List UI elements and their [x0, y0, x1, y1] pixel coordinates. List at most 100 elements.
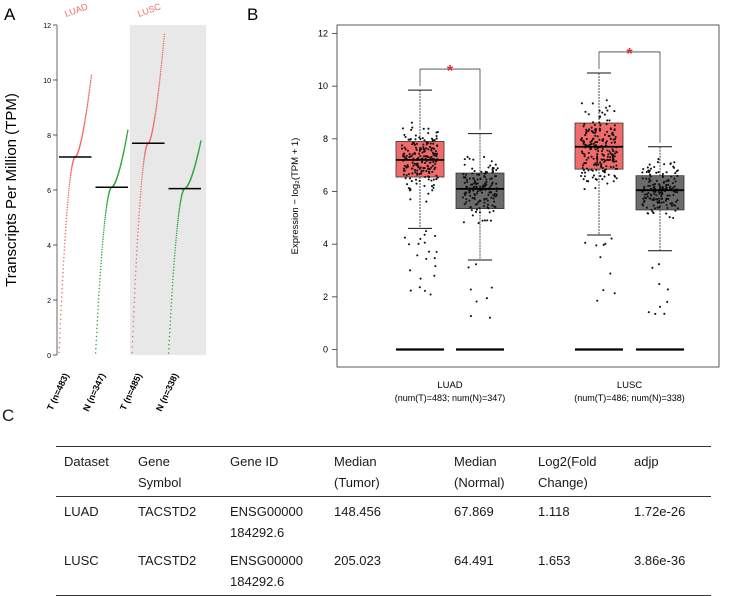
- data-point: [133, 310, 135, 313]
- data-point: [583, 188, 586, 191]
- data-point: [607, 153, 610, 156]
- significance-star-lusc: *: [626, 46, 633, 63]
- data-point: [432, 142, 435, 145]
- data-point: [169, 327, 171, 330]
- data-point: [654, 190, 657, 193]
- data-point: [406, 149, 410, 152]
- data-point: [105, 211, 107, 213]
- data-point: [493, 205, 496, 208]
- data-point: [594, 141, 597, 144]
- data-point: [168, 347, 170, 350]
- data-point: [141, 169, 144, 172]
- data-point: [170, 298, 173, 300]
- column-header-line: adjp: [634, 454, 659, 469]
- cell-line: TACSTD2: [138, 553, 197, 568]
- data-point: [143, 154, 146, 156]
- data-point: [153, 117, 156, 120]
- data-point: [675, 200, 678, 203]
- data-point: [649, 167, 652, 170]
- data-point: [415, 182, 418, 185]
- data-point: [488, 316, 492, 319]
- data-point: [489, 164, 492, 167]
- data-point: [161, 51, 164, 54]
- data-point: [670, 175, 673, 178]
- data-point: [651, 198, 654, 201]
- data-point: [657, 190, 660, 194]
- data-point: [478, 173, 481, 176]
- data-point: [141, 176, 143, 178]
- data-point: [171, 281, 174, 284]
- data-point: [99, 277, 101, 280]
- data-point: [417, 156, 420, 159]
- data-point: [67, 201, 69, 204]
- data-point: [462, 173, 465, 176]
- data-point: [465, 185, 469, 188]
- data-point: [423, 233, 426, 236]
- data-point: [159, 70, 162, 73]
- data-point: [596, 299, 599, 302]
- data-point: [88, 91, 90, 93]
- data-point: [421, 137, 424, 140]
- data-point: [592, 137, 595, 140]
- data-point: [427, 170, 431, 173]
- data-point: [422, 127, 425, 130]
- data-point: [435, 250, 438, 253]
- data-point: [106, 200, 109, 203]
- data-point: [605, 165, 608, 168]
- data-point: [408, 177, 412, 180]
- data-point: [86, 103, 89, 106]
- data-point: [594, 187, 597, 190]
- data-point: [585, 158, 588, 161]
- data-point: [61, 279, 64, 282]
- x-group-label-lusc: LUSC: [617, 380, 642, 391]
- data-point: [161, 53, 164, 56]
- data-point: [100, 254, 103, 256]
- data-point: [405, 174, 408, 177]
- data-point: [412, 142, 415, 145]
- data-point: [582, 169, 585, 172]
- data-point: [462, 221, 465, 224]
- data-point: [647, 311, 650, 314]
- data-point: [648, 163, 651, 166]
- data-point: [107, 197, 109, 199]
- data-point: [601, 139, 604, 142]
- data-point: [485, 180, 488, 183]
- data-point: [474, 210, 478, 213]
- data-point: [158, 84, 160, 86]
- data-point: [580, 150, 584, 153]
- data-point: [171, 285, 174, 287]
- data-point: [587, 156, 590, 159]
- group-label-luad: LUAD: [63, 1, 89, 19]
- data-point: [430, 149, 433, 152]
- data-point: [641, 190, 644, 193]
- data-point: [152, 125, 155, 127]
- data-point: [427, 165, 430, 168]
- data-point: [606, 109, 609, 112]
- box-lusc-t: [574, 72, 624, 351]
- data-point: [609, 272, 612, 275]
- data-point: [584, 110, 587, 113]
- data-point: [88, 89, 91, 92]
- data-point: [614, 138, 617, 141]
- data-point: [414, 171, 417, 174]
- data-point: [588, 128, 591, 131]
- data-point: [170, 309, 172, 311]
- data-point: [404, 148, 407, 151]
- data-point: [69, 176, 72, 178]
- data-point: [654, 207, 657, 210]
- data-point: [63, 246, 66, 248]
- data-point: [70, 167, 73, 169]
- y-tick-label-12: 12: [43, 23, 51, 30]
- data-point: [612, 150, 615, 153]
- data-point: [585, 132, 588, 135]
- data-point: [424, 176, 427, 179]
- column-header-line: Median: [334, 454, 377, 469]
- data-point: [125, 138, 127, 141]
- data-point: [88, 88, 91, 90]
- data-point: [64, 232, 67, 235]
- data-point: [94, 352, 97, 354]
- data-point: [59, 327, 61, 330]
- data-point: [601, 147, 604, 150]
- cell-line: 67.869: [454, 504, 494, 519]
- data-point: [64, 236, 66, 238]
